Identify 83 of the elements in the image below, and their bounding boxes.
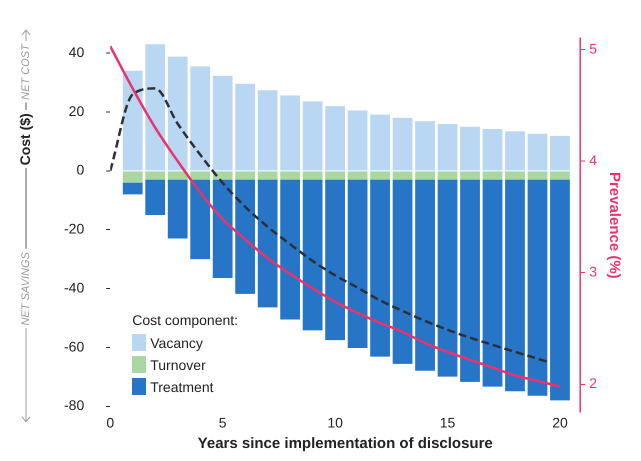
bar	[302, 171, 323, 180]
bar	[528, 171, 548, 180]
bar	[528, 134, 548, 170]
bar	[505, 131, 525, 170]
y-tick-label: -20	[64, 220, 84, 237]
bar	[415, 180, 435, 371]
x-tick-label: 10	[327, 414, 344, 430]
bar	[370, 171, 390, 180]
bar	[438, 180, 458, 377]
bar	[122, 182, 143, 194]
bar	[482, 129, 502, 170]
bar	[168, 56, 188, 170]
bar	[258, 171, 278, 180]
legend-label: Turnover	[150, 356, 206, 373]
bar	[528, 180, 548, 396]
bar	[392, 118, 412, 170]
legend-label: Vacancy	[150, 334, 203, 351]
bar	[302, 101, 323, 170]
y-tick-label: -80	[64, 397, 84, 414]
bar	[258, 90, 278, 170]
legend-title: Cost component:	[132, 312, 238, 328]
bar	[122, 70, 143, 170]
bar	[325, 106, 345, 170]
bar	[505, 180, 525, 392]
y-tick-label: -60	[64, 338, 84, 354]
y-tick-label: 40	[68, 44, 84, 60]
bar	[280, 96, 300, 170]
legend-label: Treatment	[150, 378, 214, 395]
bar	[302, 180, 323, 330]
bar	[235, 180, 256, 294]
bar	[168, 180, 188, 239]
y-axis-title: Cost ($)	[16, 113, 33, 166]
x-tick-label: 20	[552, 414, 568, 430]
bar	[392, 180, 412, 364]
bar	[145, 171, 166, 180]
bar	[460, 126, 480, 170]
bar	[145, 180, 166, 215]
x-tick-label: 15	[440, 414, 456, 430]
bar	[415, 121, 435, 170]
bar	[348, 180, 368, 348]
bar	[505, 171, 525, 180]
bar	[190, 171, 210, 180]
bar	[235, 171, 256, 180]
bar	[460, 171, 480, 180]
y-tick-label: 0	[76, 162, 84, 178]
bar	[370, 114, 390, 170]
bar	[212, 76, 233, 170]
bar	[348, 171, 368, 180]
bar	[145, 44, 166, 170]
bar	[438, 171, 458, 180]
y-tick-label: -40	[64, 279, 84, 296]
bar	[438, 124, 458, 170]
bar	[482, 171, 502, 180]
bar	[550, 171, 570, 180]
bar	[190, 66, 210, 170]
y2-tick-label: 2	[589, 375, 598, 392]
text: NET SAVINGS	[20, 252, 32, 326]
bar	[122, 171, 143, 183]
bar	[460, 180, 480, 382]
y-tick-label: 20	[68, 102, 84, 119]
bar	[348, 110, 368, 170]
y2-tick-label: 3	[589, 264, 598, 280]
bar	[325, 171, 345, 180]
y2-tick-label: 5	[589, 40, 598, 56]
bar	[325, 180, 345, 340]
bar	[550, 180, 570, 400]
bar	[190, 180, 210, 260]
x-tick-label: 5	[218, 414, 227, 430]
bar	[280, 171, 300, 180]
bar	[482, 180, 502, 387]
text: NET COST	[20, 42, 32, 100]
bar	[235, 84, 256, 170]
x-tick-label: 0	[106, 414, 114, 430]
y2-axis-title: Prevalence (%)	[606, 172, 623, 279]
bar	[258, 180, 278, 308]
bar	[415, 171, 435, 180]
bar	[550, 136, 570, 170]
y2-tick-label: 4	[589, 152, 598, 168]
bar	[280, 180, 300, 320]
bar	[392, 171, 412, 180]
x-axis-title: Years since implementation of disclosure	[198, 435, 493, 452]
bar	[212, 180, 233, 278]
bar	[370, 180, 390, 357]
